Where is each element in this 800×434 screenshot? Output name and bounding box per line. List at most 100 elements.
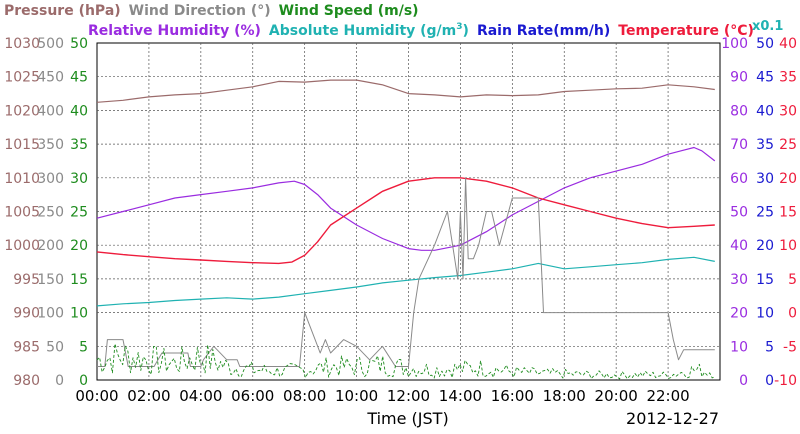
- x-tick-label: 14:00: [439, 387, 482, 405]
- series-absolute_humidity: [96, 256, 715, 307]
- tick-rain_rate: 35: [756, 137, 774, 153]
- tick-temperature: 5: [788, 272, 797, 288]
- header-row-2: Relative Humidity (%) Absolute Humidity (…: [88, 22, 754, 39]
- tick-wind_speed: 15: [70, 272, 88, 288]
- multiplier-label: x0.1: [752, 19, 783, 34]
- tick-relative_humidity: 80: [730, 103, 748, 119]
- tick-pressure: 1005: [4, 205, 40, 221]
- tick-wind_direction: 200: [37, 238, 64, 254]
- tick-temperature: 25: [779, 137, 797, 153]
- series-wind_speed: [96, 343, 715, 380]
- tick-relative_humidity: 20: [730, 306, 748, 322]
- tick-wind_speed: 35: [70, 137, 88, 153]
- date-label: 2012-12-27: [626, 409, 719, 428]
- tick-wind_speed: 5: [79, 339, 88, 355]
- tick-wind_speed: 20: [70, 238, 88, 254]
- tick-relative_humidity: 40: [730, 238, 748, 254]
- tick-wind_speed: 0: [79, 373, 88, 389]
- tick-wind_speed: 25: [70, 205, 88, 221]
- legend-entry-hdr2-0: Relative Humidity (%): [88, 23, 261, 39]
- tick-pressure: 1000: [4, 238, 40, 254]
- tick-wind_direction: 50: [46, 339, 64, 355]
- tick-temperature: 40: [779, 36, 797, 52]
- tick-wind_speed: 30: [70, 171, 88, 187]
- tick-pressure: 1010: [4, 171, 40, 187]
- tick-temperature: 10: [779, 238, 797, 254]
- tick-temperature: 15: [779, 205, 797, 221]
- tick-pressure: 990: [13, 306, 40, 322]
- tick-pressure: 1020: [4, 103, 40, 119]
- x-tick-label: 02:00: [127, 387, 170, 405]
- series-relative_humidity: [96, 146, 716, 251]
- tick-rain_rate: 5: [765, 339, 774, 355]
- tick-wind_speed: 50: [70, 36, 88, 52]
- tick-pressure: 985: [13, 339, 40, 355]
- tick-pressure: 1015: [4, 137, 40, 153]
- header-row-1: Pressure (hPa) Wind Direction (°) Wind Spe…: [4, 3, 419, 19]
- legend-entry-hdr2-3: Temperature (°C): [618, 23, 754, 39]
- tick-wind_direction: 300: [37, 171, 64, 187]
- tick-rain_rate: 0: [765, 373, 774, 389]
- x-tick-label: 04:00: [179, 387, 222, 405]
- tick-temperature: 35: [779, 70, 797, 86]
- tick-temperature: 30: [779, 103, 797, 119]
- tick-pressure: 1030: [4, 36, 40, 52]
- tick-temperature: 20: [779, 171, 797, 187]
- tick-wind_direction: 100: [37, 306, 64, 322]
- legend-entry-hdr2-2: Rain Rate(mm/h): [477, 23, 610, 39]
- legend-entry-hdr2-1: Absolute Humidity (g/m3): [269, 22, 469, 39]
- tick-temperature: -10: [774, 373, 797, 389]
- tick-pressure: 1025: [4, 70, 40, 86]
- series-temperature: [96, 177, 715, 265]
- tick-relative_humidity: 70: [730, 137, 748, 153]
- legend-entry-hdr1-1: Wind Direction (°): [129, 3, 271, 19]
- tick-relative_humidity: 10: [730, 339, 748, 355]
- legend-entry-hdr1-0: Pressure (hPa): [4, 3, 121, 19]
- tick-rain_rate: 10: [756, 306, 774, 322]
- left-axes: 1030102510201015101010051000995990985980…: [4, 36, 88, 389]
- series-layer: [96, 79, 716, 380]
- tick-temperature: 0: [788, 306, 797, 322]
- tick-wind_direction: 500: [37, 36, 64, 52]
- tick-relative_humidity: 30: [730, 272, 748, 288]
- tick-wind_direction: 250: [37, 205, 64, 221]
- tick-relative_humidity: 0: [739, 373, 748, 389]
- x-tick-label: 22:00: [646, 387, 689, 405]
- series-pressure: [96, 79, 715, 103]
- x-axis: 00:00 02:00 04:00 06:00 08:00 10:00 12:00 14:00…: [75, 387, 689, 405]
- x-tick-label: 10:00: [335, 387, 378, 405]
- legend-entry-hdr1-2: Wind Speed (m/s): [279, 3, 419, 19]
- tick-rain_rate: 50: [756, 36, 774, 52]
- tick-rain_rate: 40: [756, 103, 774, 119]
- series-wind_direction: [97, 177, 715, 367]
- right-axes: 1009080706050403020100504540353025201510…: [721, 36, 797, 389]
- x-tick-label: 06:00: [231, 387, 274, 405]
- x-tick-label: 20:00: [595, 387, 638, 405]
- x-tick-label: 12:00: [387, 387, 430, 405]
- tick-wind_speed: 10: [70, 306, 88, 322]
- tick-rain_rate: 20: [756, 238, 774, 254]
- tick-relative_humidity: 60: [730, 171, 748, 187]
- tick-pressure: 995: [13, 272, 40, 288]
- tick-wind_direction: 150: [37, 272, 64, 288]
- tick-pressure: 980: [13, 373, 40, 389]
- tick-rain_rate: 30: [756, 171, 774, 187]
- tick-rain_rate: 25: [756, 205, 774, 221]
- tick-temperature: -5: [783, 339, 797, 355]
- x-tick-label: 18:00: [543, 387, 586, 405]
- tick-rain_rate: 45: [756, 70, 774, 86]
- tick-rain_rate: 15: [756, 272, 774, 288]
- tick-wind_speed: 40: [70, 103, 88, 119]
- tick-wind_direction: 450: [37, 70, 64, 86]
- tick-wind_speed: 45: [70, 70, 88, 86]
- tick-relative_humidity: 100: [721, 36, 748, 52]
- tick-wind_direction: 350: [37, 137, 64, 153]
- tick-relative_humidity: 90: [730, 70, 748, 86]
- x-axis-label: Time (JST): [366, 409, 448, 428]
- x-tick-label: 16:00: [491, 387, 534, 405]
- tick-wind_direction: 400: [37, 103, 64, 119]
- tick-wind_direction: 0: [55, 373, 64, 389]
- x-tick-label: 00:00: [75, 387, 118, 405]
- x-tick-label: 08:00: [283, 387, 326, 405]
